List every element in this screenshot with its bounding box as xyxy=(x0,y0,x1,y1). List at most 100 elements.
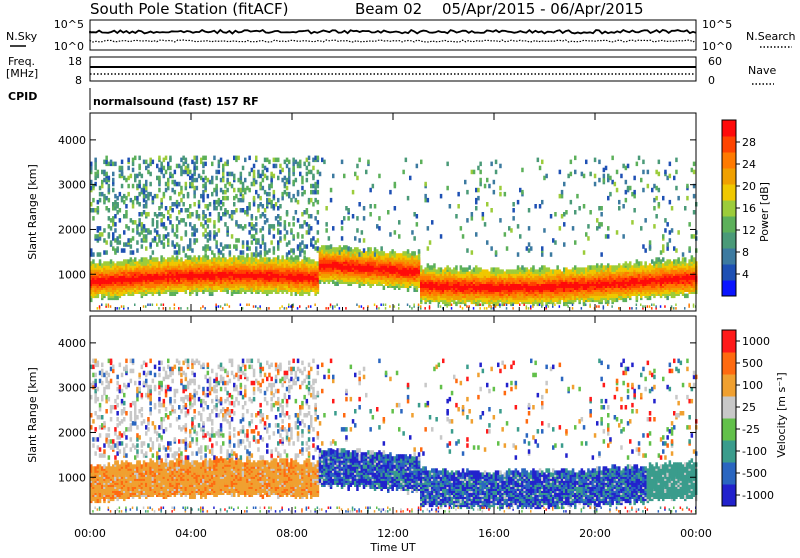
range-gate-cell xyxy=(116,307,118,310)
range-gate-cell xyxy=(158,206,161,211)
range-gate-cell xyxy=(548,271,551,276)
range-gate-cell xyxy=(550,269,553,274)
range-gate-cell xyxy=(167,178,170,183)
range-gate-cell xyxy=(473,267,476,272)
range-gate-cell xyxy=(339,307,341,310)
range-gate-cell xyxy=(224,162,227,167)
range-gate-cell xyxy=(169,307,171,310)
range-gate-cell xyxy=(550,214,553,219)
range-gate-cell xyxy=(288,257,291,262)
range-gate-cell xyxy=(499,269,502,274)
range-gate-cell xyxy=(242,255,245,259)
range-gate-cell xyxy=(187,307,189,310)
range-gate-cell xyxy=(110,226,113,231)
range-gate-cell xyxy=(180,158,183,163)
range-gate-cell xyxy=(152,304,154,307)
range-gate-cell xyxy=(567,305,569,308)
range-gate-cell xyxy=(158,238,161,243)
range-gate-cell xyxy=(394,206,397,211)
range-gate-cell xyxy=(125,259,128,264)
range-gate-cell xyxy=(187,208,190,213)
range-gate-cell xyxy=(132,220,135,225)
range-gate-cell xyxy=(310,226,313,231)
range-gate-cell xyxy=(288,222,291,227)
range-gate-cell xyxy=(178,202,181,207)
range-gate-cell xyxy=(510,269,513,274)
range-gate-cell xyxy=(110,160,113,165)
range-gate-cell xyxy=(319,280,322,285)
range-gate-cell xyxy=(556,265,559,270)
range-gate-cell xyxy=(222,253,225,258)
range-gate-cell xyxy=(158,234,161,239)
range-gate-cell xyxy=(160,212,163,217)
range-gate-cell xyxy=(490,305,492,308)
range-gate-cell xyxy=(484,222,487,227)
range-gate-cell xyxy=(112,162,115,167)
range-gate-cell xyxy=(222,172,225,177)
range-gate-cell xyxy=(189,212,192,217)
range-gate-cell xyxy=(119,174,122,179)
range-gate-cell xyxy=(299,252,302,256)
range-gate-cell xyxy=(240,198,243,203)
range-gate-cell xyxy=(310,198,313,203)
range-gate-cell xyxy=(486,269,489,274)
range-gate-cell xyxy=(279,222,282,227)
range-gate-cell xyxy=(523,267,526,272)
range-gate-cell xyxy=(143,305,145,308)
range-gate-cell xyxy=(308,198,311,203)
range-gate-cell xyxy=(147,170,150,175)
range-gate-cell xyxy=(312,244,315,249)
range-gate-cell xyxy=(257,194,260,199)
range-gate-cell xyxy=(160,255,163,259)
range-gate-cell xyxy=(231,234,234,239)
range-gate-cell xyxy=(361,252,364,256)
range-gate-cell xyxy=(281,290,284,295)
range-gate-cell xyxy=(156,230,159,235)
range-gate-cell xyxy=(378,226,381,231)
range-gate-cell xyxy=(530,267,533,272)
range-gate-cell xyxy=(213,253,216,258)
range-gate-cell xyxy=(279,236,282,241)
range-gate-cell xyxy=(147,196,150,201)
range-gate-cell xyxy=(226,160,229,165)
range-gate-cell xyxy=(169,196,172,201)
range-gate-cell xyxy=(299,242,302,247)
range-gate-cell xyxy=(211,180,214,185)
range-gate-cell xyxy=(158,212,161,217)
range-gate-cell xyxy=(101,180,104,185)
range-gate-cell xyxy=(486,240,489,245)
range-gate-cell xyxy=(235,194,238,199)
range-gate-cell xyxy=(94,166,97,171)
range-gate-cell xyxy=(442,269,445,274)
station-title: South Pole Station (fitACF) xyxy=(90,0,288,18)
range-gate-cell xyxy=(369,284,372,289)
range-gate-cell xyxy=(365,170,368,175)
range-gate-cell xyxy=(204,244,207,249)
range-gate-cell xyxy=(125,210,128,215)
range-gate-cell xyxy=(464,304,466,307)
range-gate-cell xyxy=(226,226,229,231)
range-gate-cell xyxy=(297,307,299,310)
range-gate-cell xyxy=(284,234,287,239)
range-gate-cell xyxy=(189,255,192,259)
range-gate-cell xyxy=(277,244,280,249)
range-gate-cell xyxy=(334,305,336,308)
range-gate-cell xyxy=(193,162,196,167)
range-gate-cell xyxy=(105,206,108,211)
range-gate-cell xyxy=(101,232,104,237)
range-gate-cell xyxy=(253,170,256,175)
range-gate-cell xyxy=(112,188,115,193)
range-gate-cell xyxy=(121,170,124,175)
range-gate-cell xyxy=(444,300,447,305)
range-gate-cell xyxy=(479,182,482,187)
range-gate-cell xyxy=(345,307,347,310)
range-gate-cell xyxy=(255,257,258,262)
range-gate-cell xyxy=(116,261,119,266)
range-gate-cell xyxy=(268,224,271,229)
cpid-value: normalsound (fast) 157 RF xyxy=(93,95,259,108)
range-gate-cell xyxy=(103,250,106,255)
range-gate-cell xyxy=(416,286,419,291)
range-gate-cell xyxy=(94,234,97,239)
range-gate-cell xyxy=(240,255,243,259)
range-gate-cell xyxy=(185,290,188,295)
